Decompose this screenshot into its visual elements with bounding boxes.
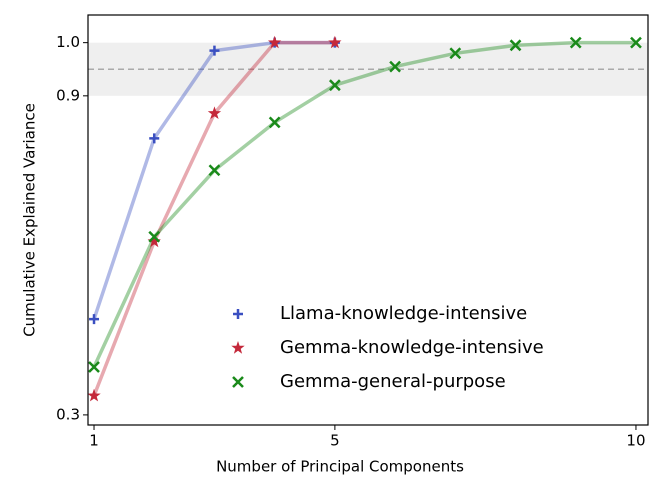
marker [148,230,161,243]
marker [87,388,101,402]
marker [209,45,220,56]
marker [328,35,342,49]
x-axis-label: Number of Principal Components [216,458,464,476]
legend-marker [232,376,244,388]
marker [268,116,281,129]
marker [630,36,642,49]
legend-label: Gemma-general-purpose [280,371,506,392]
marker [208,164,221,177]
marker [389,60,401,73]
y-tick-label: 0.9 [56,86,80,104]
x-tick-label: 10 [626,432,645,450]
legend-label: Llama-knowledge-intensive [280,303,527,324]
plot-frame [87,14,649,426]
marker [268,35,282,49]
marker [88,361,100,373]
marker [149,133,160,144]
x-tick-label: 1 [89,432,99,450]
marker [147,234,161,248]
legend-marker [233,309,243,319]
legend-marker [231,341,245,354]
marker [328,79,341,92]
x-tick-label: 5 [330,432,340,450]
marker [89,314,100,325]
y-tick-label: 0.3 [56,405,80,423]
marker [569,36,582,49]
legend-label: Gemma-knowledge-intensive [280,337,544,358]
marker [509,39,522,52]
y-axis-label: Cumulative Explained Variance [21,103,39,337]
marker [207,106,222,119]
marker [449,47,462,60]
series-line [92,40,636,368]
y-tick-label: 1.0 [56,33,80,51]
